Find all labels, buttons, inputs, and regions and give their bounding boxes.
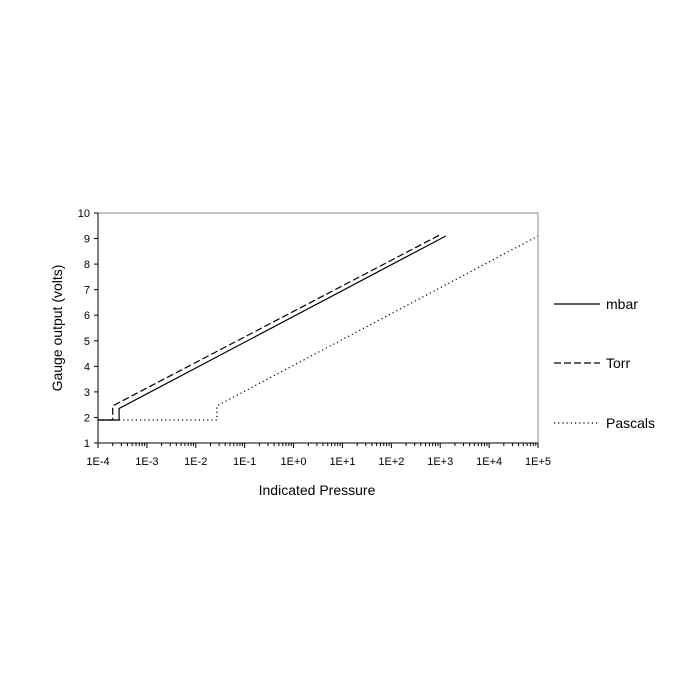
y-tick-label-1: 1 — [84, 438, 90, 450]
y-tick-label-6: 6 — [84, 310, 90, 322]
series-line-mbar — [98, 235, 447, 421]
plot-frame — [97, 212, 539, 444]
y-tick-label-2: 2 — [84, 412, 90, 424]
y-tick-label-9: 9 — [84, 234, 90, 246]
x-tick-label-4: 1E+0 — [281, 456, 307, 468]
y-tick-label-8: 8 — [84, 259, 90, 271]
series-lines — [98, 234, 539, 421]
legend-label-mbar: mbar — [606, 296, 638, 312]
legend-label-torr: Torr — [606, 355, 630, 371]
plot-area: 1 2 3 4 5 6 7 8 9 10 1E-4 1E-3 1E-2 1E-1 1E+0 1E+1 1E+2 1… — [78, 208, 551, 468]
x-tick-label-3: 1E-1 — [233, 456, 256, 468]
y-tick-label-4: 4 — [84, 361, 90, 373]
y-tick-label-5: 5 — [84, 336, 90, 348]
legend-label-pascals: Pascals — [606, 415, 655, 431]
series-line-pascals — [98, 235, 539, 421]
y-tick-label-10: 10 — [78, 208, 90, 220]
legend: mbar Torr Pascals — [554, 296, 655, 431]
x-tick-label-6: 1E+2 — [378, 456, 404, 468]
x-tick-label-1: 1E-3 — [135, 456, 158, 468]
series-line-torr — [98, 234, 441, 421]
x-tick-label-8: 1E+4 — [476, 456, 502, 468]
y-axis-title: Gauge output (volts) — [49, 265, 65, 392]
x-tick-label-5: 1E+1 — [329, 456, 355, 468]
x-tick-label-0: 1E-4 — [86, 456, 109, 468]
y-tick-label-3: 3 — [84, 387, 90, 399]
x-tick-label-2: 1E-2 — [184, 456, 207, 468]
x-tick-label-7: 1E+3 — [427, 456, 453, 468]
y-tick-label-7: 7 — [84, 285, 90, 297]
x-axis-title: Indicated Pressure — [259, 482, 376, 498]
x-tick-label-9: 1E+5 — [525, 456, 551, 468]
